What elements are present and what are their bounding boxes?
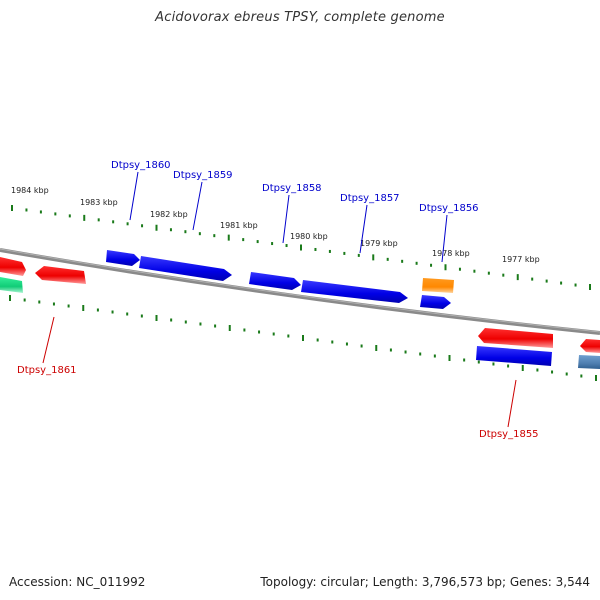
- gene-label-leaders: [42, 171, 517, 428]
- map-title: Acidovorax ebreus TPSY, complete genome: [155, 10, 445, 25]
- scale-label: 1980 kbp: [290, 232, 328, 241]
- gene-label[interactable]: Dtpsy_1861: [17, 365, 77, 376]
- gene-dtpsy-1861[interactable]: [35, 266, 86, 284]
- genome-backbone-highlight: [0, 248, 600, 333]
- gene-label[interactable]: Dtpsy_1859: [173, 170, 233, 181]
- upper-tick-track: [11, 205, 591, 290]
- gene-blue-lower[interactable]: [476, 346, 552, 366]
- scale-label: 1984 kbp: [11, 186, 49, 195]
- gene-label[interactable]: Dtpsy_1857: [340, 193, 400, 204]
- scale-label: 1981 kbp: [220, 221, 258, 230]
- genome-backbone: [0, 248, 600, 335]
- gene-steel[interactable]: [578, 355, 600, 369]
- scale-label: 1979 kbp: [360, 239, 398, 248]
- scale-label: 1983 kbp: [80, 198, 118, 207]
- gene-dtpsy-1855[interactable]: [478, 328, 553, 348]
- lower-tick-track: [9, 295, 597, 381]
- scale-label: 1982 kbp: [150, 210, 188, 219]
- scale-label: 1977 kbp: [502, 255, 540, 264]
- gene-orange[interactable]: [422, 278, 454, 293]
- gene-dtpsy-1860[interactable]: [106, 250, 140, 266]
- gene-dtpsy-1858[interactable]: [249, 272, 301, 290]
- gene-features: [0, 250, 600, 369]
- gene-label-leader: [42, 316, 55, 364]
- gene-green[interactable]: [0, 277, 23, 293]
- gene-label-leader: [359, 204, 368, 254]
- gene-label[interactable]: Dtpsy_1858: [262, 183, 322, 194]
- scale-labels: 1984 kbp 1983 kbp 1982 kbp 1981 kbp 1980 kbp…: [11, 186, 540, 264]
- gene-label-leader: [129, 171, 139, 221]
- gene-label-leader: [282, 194, 290, 244]
- gene-dtpsy-1856[interactable]: [420, 295, 451, 309]
- gene-label[interactable]: Dtpsy_1855: [479, 429, 539, 440]
- accession-text: Accession: NC_011992: [9, 575, 146, 589]
- gene-red-right-edge[interactable]: [580, 339, 600, 353]
- gene-label-leader: [507, 379, 517, 428]
- gene-red-left-edge[interactable]: [0, 257, 26, 276]
- gene-label-leader: [192, 181, 203, 231]
- topology-text: Topology: circular; Length: 3,796,573 bp…: [260, 575, 590, 589]
- scale-label: 1978 kbp: [432, 249, 470, 258]
- gene-dtpsy-1859[interactable]: [139, 256, 232, 281]
- gene-label[interactable]: Dtpsy_1856: [419, 203, 479, 214]
- gene-label-leader: [441, 214, 448, 263]
- gene-label[interactable]: Dtpsy_1860: [111, 160, 171, 171]
- gene-dtpsy-1857[interactable]: [301, 280, 408, 303]
